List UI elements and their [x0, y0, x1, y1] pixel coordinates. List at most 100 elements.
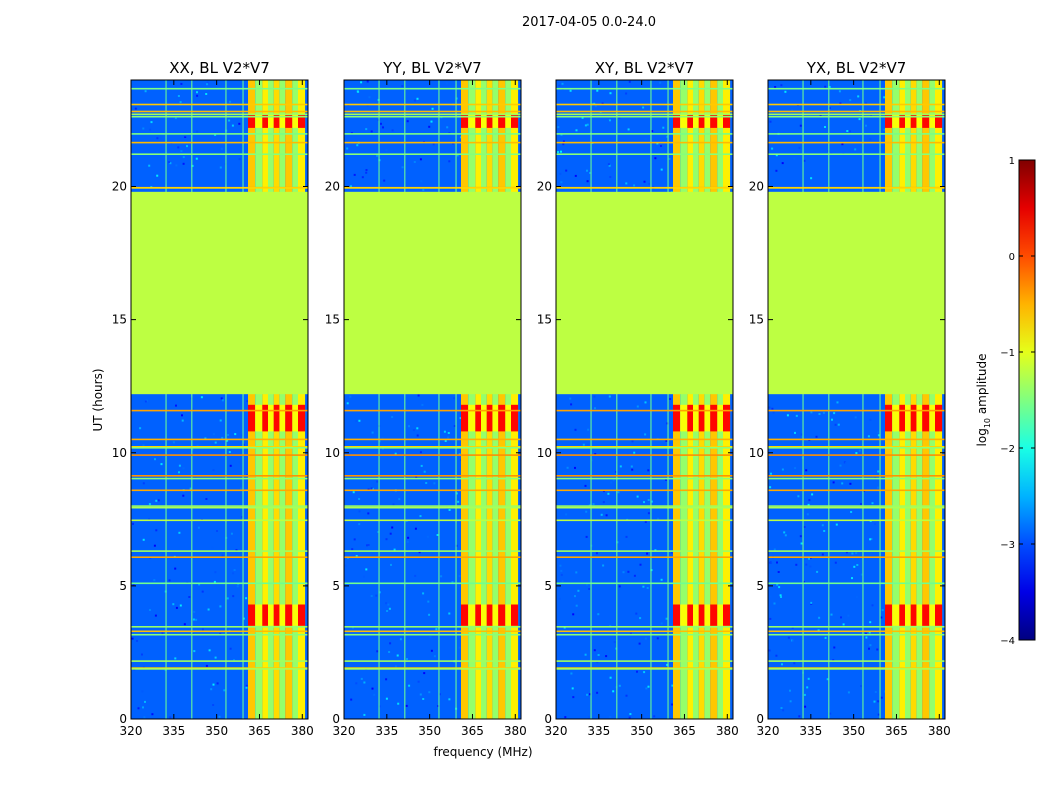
noise-pixel [413, 161, 416, 163]
noise-pixel [826, 678, 829, 681]
time-flag-line [344, 103, 521, 106]
noise-pixel [570, 403, 573, 406]
time-flag-line [768, 133, 945, 135]
noise-pixel [869, 418, 872, 421]
noise-pixel [408, 425, 410, 428]
noise-pixel [809, 565, 812, 568]
noise-pixel [584, 653, 587, 656]
noise-pixel [179, 604, 182, 607]
x-tick-label: 380 [716, 724, 739, 738]
noise-pixel [821, 524, 824, 527]
noise-pixel [131, 637, 134, 640]
noise-pixel [600, 513, 603, 516]
noise-pixel [448, 612, 451, 615]
noise-pixel [562, 140, 565, 143]
noise-pixel [662, 126, 665, 129]
time-flag-line [344, 489, 521, 492]
time-flag-line [768, 633, 945, 636]
noise-pixel [565, 513, 568, 516]
noise-pixel [196, 444, 199, 447]
rfi-strong-block [475, 604, 481, 626]
time-flag-line [344, 475, 521, 477]
noise-pixel [564, 716, 567, 719]
noise-pixel [596, 661, 599, 664]
noise-pixel [589, 693, 592, 696]
noise-pixel [771, 407, 774, 410]
noise-pixel [644, 637, 647, 640]
noise-pixel [153, 544, 156, 547]
rfi-strong-block [680, 604, 688, 626]
noise-pixel [132, 621, 135, 624]
rfi-band-column [892, 80, 900, 719]
rfi-strong-block [899, 404, 905, 432]
noise-pixel [824, 636, 827, 639]
noise-pixel [175, 404, 177, 407]
noise-pixel [625, 92, 628, 95]
noise-pixel [392, 503, 395, 506]
noise-pixel [371, 687, 374, 690]
time-flag-line [556, 633, 733, 636]
noise-pixel [854, 416, 857, 419]
noise-pixel [370, 130, 373, 133]
noise-pixel [647, 469, 650, 472]
noise-pixel [799, 535, 802, 538]
rfi-channel-line [650, 80, 652, 719]
noise-pixel [380, 122, 382, 125]
panel-title: YY, BL V2*V7 [382, 59, 481, 77]
noise-pixel [810, 177, 813, 180]
noise-pixel [589, 172, 592, 174]
rfi-strong-block [255, 604, 263, 626]
noise-pixel [406, 120, 409, 123]
time-flag-line [768, 446, 945, 448]
rfi-strong-block [486, 114, 493, 128]
noise-pixel [627, 570, 630, 573]
rfi-band-column [929, 80, 935, 719]
noise-pixel [184, 134, 187, 137]
rfi-band-column [916, 80, 923, 719]
noise-pixel [874, 523, 876, 525]
noise-pixel [172, 603, 175, 606]
noise-pixel [810, 601, 813, 604]
x-axis-label: frequency (MHz) [433, 745, 532, 759]
noise-pixel [142, 538, 145, 541]
noise-pixel [783, 531, 786, 534]
noise-pixel [596, 691, 599, 694]
noise-pixel [229, 100, 232, 103]
flagged-gap [768, 191, 945, 395]
time-flag-line [344, 438, 521, 441]
rfi-strong-block [279, 114, 286, 128]
noise-pixel [660, 168, 663, 171]
noise-pixel [592, 503, 595, 506]
noise-pixel [142, 706, 144, 709]
rfi-band-column [468, 80, 476, 719]
colorbar-tick-label: 1 [1009, 156, 1015, 167]
noise-pixel [577, 589, 580, 592]
noise-pixel [562, 143, 565, 146]
noise-pixel [588, 588, 591, 590]
noise-pixel [389, 642, 392, 645]
y-tick-label: 20 [537, 180, 552, 194]
noise-pixel [452, 142, 454, 145]
time-flag-line [768, 187, 945, 189]
noise-pixel [383, 179, 386, 182]
noise-pixel [587, 443, 590, 446]
noise-pixel [216, 530, 218, 532]
rfi-strong-block [899, 604, 905, 626]
rfi-strong-block [899, 114, 905, 128]
rfi-strong-block [268, 604, 274, 626]
noise-pixel [358, 510, 361, 513]
rfi-channel-line [590, 80, 592, 719]
noise-pixel [175, 164, 178, 167]
time-flag-line [344, 633, 521, 636]
noise-pixel [586, 583, 588, 586]
y-tick-label: 0 [332, 712, 340, 726]
flagged-gap [344, 191, 521, 395]
x-tick-label: 365 [461, 724, 484, 738]
noise-pixel [560, 150, 562, 153]
noise-pixel [880, 616, 883, 619]
noise-pixel [180, 82, 183, 85]
rfi-strong-block [279, 404, 286, 432]
noise-pixel [205, 664, 208, 667]
time-flag-line [344, 446, 521, 448]
noise-pixel [228, 119, 231, 122]
